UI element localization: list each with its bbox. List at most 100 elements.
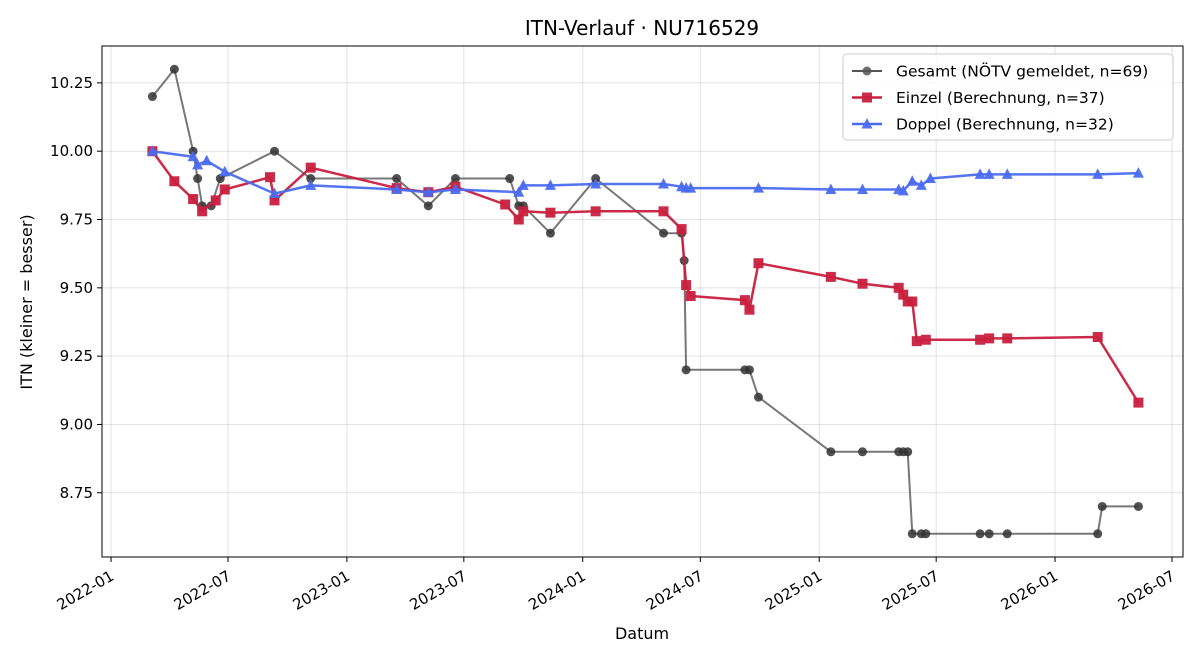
data-point-doppel bbox=[1092, 168, 1104, 179]
legend-label-gesamt: Gesamt (NÖTV gemeldet, n=69) bbox=[896, 62, 1148, 81]
data-point-gesamt bbox=[753, 392, 763, 402]
data-point-gesamt bbox=[975, 529, 985, 539]
data-point-gesamt bbox=[658, 228, 668, 238]
data-point-gesamt bbox=[1133, 501, 1143, 511]
legend: Gesamt (NÖTV gemeldet, n=69) Einzel (Bere… bbox=[842, 53, 1174, 141]
x-tick-label: 2025-01 bbox=[762, 567, 825, 614]
data-point-gesamt bbox=[505, 174, 515, 184]
grid bbox=[102, 46, 1183, 557]
data-point-gesamt bbox=[681, 365, 691, 375]
x-tick-label: 2024-07 bbox=[643, 567, 706, 614]
data-point-gesamt bbox=[826, 447, 836, 457]
data-point-einzel bbox=[518, 206, 529, 217]
data-point-doppel bbox=[1132, 167, 1144, 178]
legend-box bbox=[842, 53, 1174, 141]
data-point-doppel bbox=[924, 172, 936, 184]
data-point-gesamt bbox=[270, 146, 280, 156]
data-point-einzel bbox=[825, 271, 836, 282]
legend-marker-einzel bbox=[862, 92, 872, 103]
chart-title: ITN-Verlauf · NU716529 bbox=[525, 16, 759, 40]
series-einzel bbox=[147, 146, 1144, 408]
data-point-einzel bbox=[188, 194, 199, 205]
data-point-einzel bbox=[219, 184, 230, 195]
data-point-einzel bbox=[744, 304, 755, 315]
data-point-doppel bbox=[422, 186, 434, 197]
data-point-gesamt bbox=[193, 174, 203, 184]
data-point-einzel bbox=[676, 224, 687, 235]
data-point-gesamt bbox=[1093, 529, 1103, 539]
data-point-gesamt bbox=[744, 365, 754, 375]
y-tick-label: 9.00 bbox=[60, 415, 93, 433]
data-point-einzel bbox=[753, 258, 764, 269]
x-tick-label: 2026-01 bbox=[998, 567, 1061, 614]
data-point-gesamt bbox=[215, 174, 225, 184]
data-point-einzel bbox=[898, 289, 909, 300]
data-point-gesamt bbox=[423, 201, 433, 211]
y-tick-label: 9.25 bbox=[60, 347, 93, 365]
data-point-doppel bbox=[897, 184, 909, 196]
data-point-einzel bbox=[1092, 332, 1103, 343]
y-tick-label: 10.00 bbox=[50, 142, 93, 160]
data-point-einzel bbox=[984, 333, 995, 344]
data-point-einzel bbox=[975, 334, 986, 345]
data-point-doppel bbox=[857, 183, 869, 194]
plot-frame bbox=[101, 45, 1184, 558]
data-point-doppel bbox=[983, 168, 995, 179]
series-doppel bbox=[146, 145, 1144, 199]
x-tick-label: 2026-07 bbox=[1115, 567, 1178, 614]
data-point-doppel bbox=[915, 179, 927, 190]
data-point-einzel bbox=[269, 195, 280, 206]
data-point-einzel bbox=[513, 214, 524, 225]
data-point-einzel bbox=[920, 334, 931, 345]
data-point-doppel bbox=[192, 158, 204, 170]
legend-marker-doppel bbox=[861, 118, 873, 129]
y-tick-label: 8.75 bbox=[60, 484, 93, 502]
data-point-doppel bbox=[305, 179, 317, 190]
legend-marker-gesamt bbox=[862, 66, 872, 76]
data-point-einzel bbox=[305, 162, 316, 173]
data-point-einzel bbox=[907, 296, 918, 307]
data-point-gesamt bbox=[858, 447, 868, 457]
data-point-einzel bbox=[1133, 397, 1144, 408]
x-tick-label: 2022-01 bbox=[54, 567, 117, 614]
x-tick-label: 2022-07 bbox=[171, 567, 234, 614]
data-point-einzel bbox=[590, 206, 601, 217]
data-point-doppel bbox=[269, 187, 281, 199]
y-tick-label: 9.50 bbox=[60, 279, 93, 297]
data-point-einzel bbox=[893, 282, 904, 293]
data-point-doppel bbox=[517, 179, 529, 190]
x-tick-label: 2023-07 bbox=[407, 567, 470, 614]
y-axis-title: ITN (kleiner = besser) bbox=[17, 214, 36, 389]
data-point-gesamt bbox=[907, 529, 917, 539]
y-tick-label: 9.75 bbox=[60, 211, 93, 229]
data-point-einzel bbox=[169, 176, 180, 187]
data-point-doppel bbox=[1001, 168, 1013, 179]
data-point-gesamt bbox=[903, 447, 913, 457]
data-point-gesamt bbox=[1097, 501, 1107, 511]
data-point-doppel bbox=[825, 183, 837, 194]
data-point-einzel bbox=[264, 172, 275, 183]
data-point-einzel bbox=[500, 199, 511, 210]
data-point-gesamt bbox=[450, 174, 460, 184]
data-point-doppel bbox=[219, 165, 231, 177]
data-point-doppel bbox=[906, 175, 918, 186]
data-point-doppel bbox=[685, 182, 697, 193]
data-point-doppel bbox=[449, 183, 461, 194]
x-tick-label: 2024-01 bbox=[525, 567, 588, 614]
x-tick-label: 2025-07 bbox=[879, 567, 942, 614]
data-point-einzel bbox=[545, 207, 556, 218]
y-tick-label: 10.25 bbox=[50, 74, 93, 92]
series-layer bbox=[146, 64, 1144, 539]
data-point-einzel bbox=[197, 206, 208, 217]
data-point-doppel bbox=[391, 183, 403, 194]
data-point-einzel bbox=[739, 295, 750, 306]
legend-label-einzel: Einzel (Berechnung, n=37) bbox=[896, 89, 1105, 107]
data-point-doppel bbox=[974, 168, 986, 179]
data-point-gesamt bbox=[169, 64, 179, 74]
data-point-doppel bbox=[752, 182, 764, 193]
data-point-einzel bbox=[658, 206, 669, 217]
data-point-doppel bbox=[201, 154, 213, 166]
data-point-gesamt bbox=[392, 174, 402, 184]
data-point-doppel bbox=[544, 179, 556, 190]
